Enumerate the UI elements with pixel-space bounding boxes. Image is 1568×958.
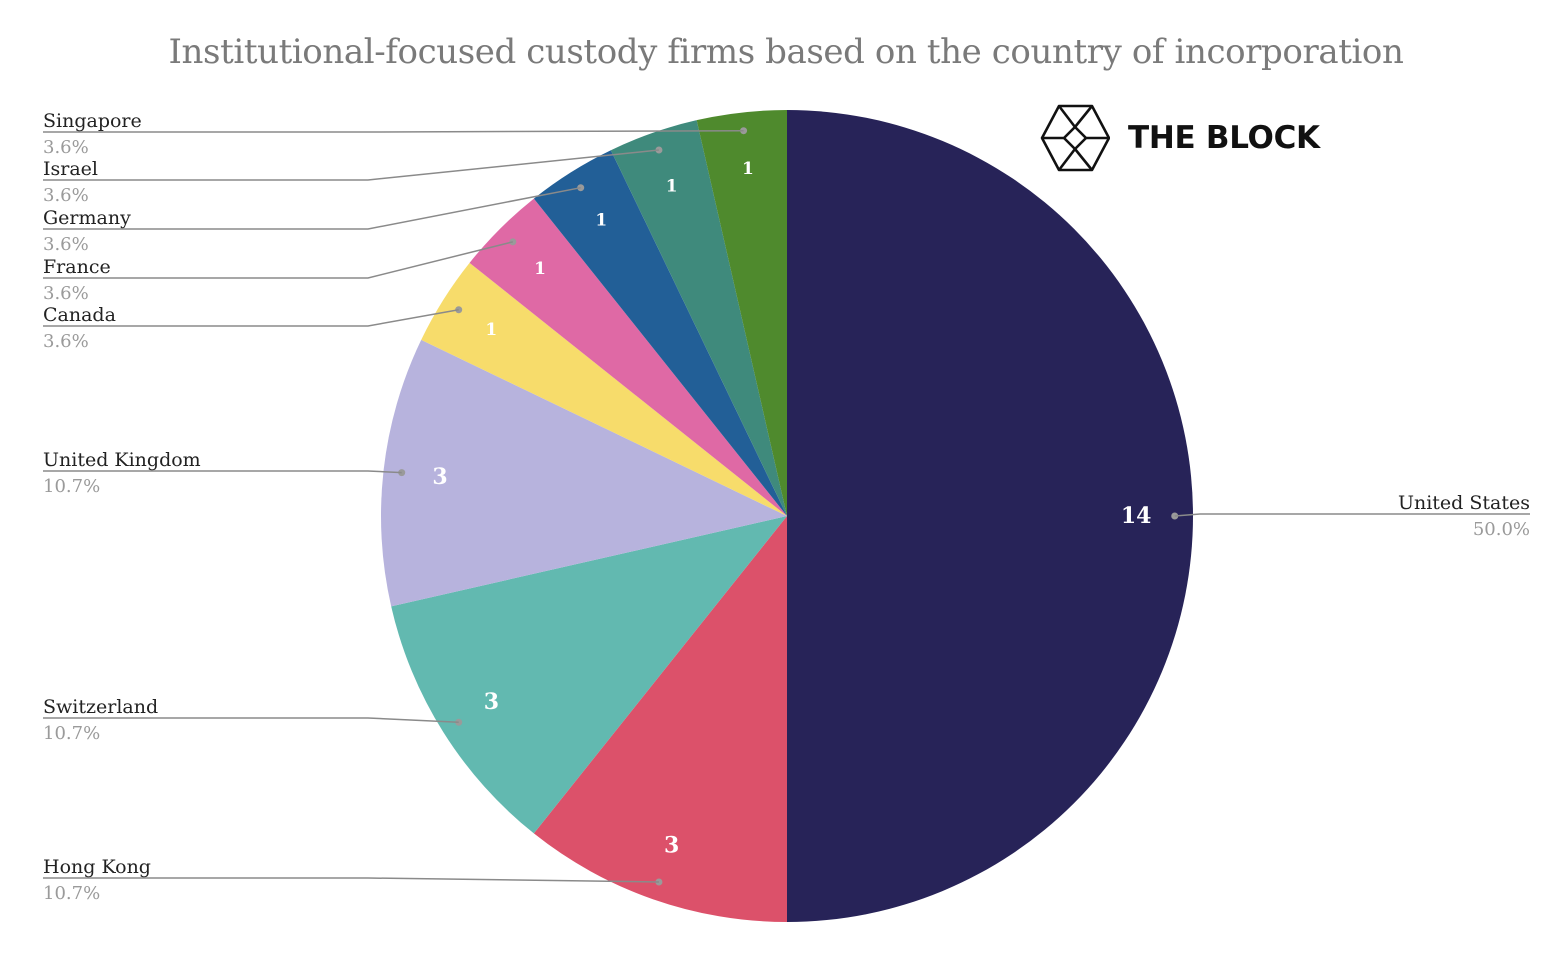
pie-slices bbox=[380, 110, 1193, 923]
pie-slice-united-states[interactable] bbox=[787, 110, 1193, 922]
slice-percent-label-united-states: 50.0% bbox=[1473, 519, 1530, 540]
value-label-hong-kong: 3 bbox=[664, 833, 679, 859]
slice-percent-label-germany: 3.6% bbox=[43, 234, 89, 255]
brand-name: THE BLOCK bbox=[1128, 120, 1320, 156]
pie-slice-israel[interactable] bbox=[610, 120, 787, 517]
callout-line-united-kingdom bbox=[43, 470, 402, 474]
callout-line-germany bbox=[43, 186, 581, 230]
pie-callouts: United States 50.0% Hong Kong 10.7% Switzerl… bbox=[43, 110, 1530, 904]
pie-value-labels: 14 3 3 3 1 1 1 1 1 bbox=[432, 159, 1151, 859]
slice-percent-label-hong-kong: 10.7% bbox=[43, 883, 100, 904]
pie-slice-canada[interactable] bbox=[421, 262, 787, 516]
slice-percent-label-israel: 3.6% bbox=[43, 185, 89, 206]
slice-name-label-hong-kong: Hong Kong bbox=[43, 856, 151, 878]
slice-name-label-singapore: Singapore bbox=[43, 110, 142, 132]
slice-percent-label-canada: 3.6% bbox=[43, 331, 89, 352]
slice-name-label-united-states: United States bbox=[1398, 492, 1530, 514]
slice-name-label-canada: Canada bbox=[43, 304, 116, 326]
callout-line-hong-kong bbox=[43, 877, 659, 883]
chart-title: Institutional-focused custody firms base… bbox=[168, 32, 1404, 72]
brand-logo: THE BLOCK bbox=[1040, 104, 1320, 172]
slice-percent-label-singapore: 3.6% bbox=[43, 137, 89, 158]
pie-slice-switzerland[interactable] bbox=[391, 516, 787, 834]
callout-line-singapore bbox=[43, 129, 744, 133]
slice-name-label-germany: Germany bbox=[43, 207, 131, 229]
value-label-switzerland: 3 bbox=[484, 689, 499, 715]
slice-percent-label-france: 3.6% bbox=[43, 283, 89, 304]
value-label-united-kingdom: 3 bbox=[432, 464, 447, 490]
callout-line-israel bbox=[43, 149, 660, 181]
slice-percent-label-switzerland: 10.7% bbox=[43, 723, 100, 744]
pie-slice-germany[interactable] bbox=[533, 150, 787, 516]
value-label-israel: 1 bbox=[666, 176, 678, 196]
pie-slice-singapore[interactable] bbox=[696, 110, 787, 516]
callout-line-canada bbox=[43, 308, 459, 327]
value-label-united-states: 14 bbox=[1121, 503, 1152, 529]
pie-slice-france[interactable] bbox=[469, 198, 787, 516]
slice-name-label-switzerland: Switzerland bbox=[43, 696, 158, 718]
cube-logo-icon bbox=[1040, 104, 1110, 172]
slice-name-label-israel: Israel bbox=[43, 158, 98, 180]
slice-name-label-france: France bbox=[43, 256, 111, 278]
pie-slice-united-kingdom[interactable] bbox=[380, 339, 787, 607]
callout-line-united-states bbox=[1174, 513, 1530, 517]
value-label-singapore: 1 bbox=[742, 159, 754, 179]
slice-name-label-united-kingdom: United Kingdom bbox=[43, 449, 201, 471]
slice-percent-label-united-kingdom: 10.7% bbox=[43, 476, 100, 497]
value-label-france: 1 bbox=[534, 259, 546, 279]
callout-line-france bbox=[43, 241, 514, 279]
value-label-canada: 1 bbox=[485, 320, 497, 340]
callout-line-switzerland bbox=[43, 717, 459, 724]
value-label-germany: 1 bbox=[595, 210, 607, 230]
pie-slice-hong-kong[interactable] bbox=[533, 516, 787, 923]
